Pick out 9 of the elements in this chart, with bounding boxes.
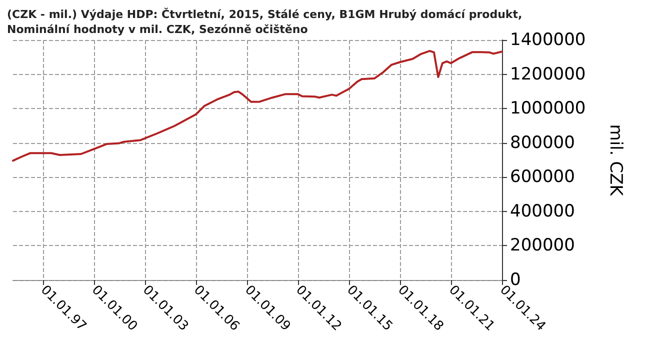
y-tick-label: 1000000 bbox=[510, 98, 586, 119]
y-tick-label: 400000 bbox=[510, 201, 575, 222]
y-tick-label: 200000 bbox=[510, 236, 575, 256]
y-tick-label: 600000 bbox=[510, 167, 575, 188]
line-series bbox=[12, 50, 503, 162]
y-axis-title: mil. CZK bbox=[606, 124, 626, 197]
y-tick-label: 0 bbox=[510, 270, 521, 290]
y-tick-label: 800000 bbox=[510, 132, 575, 153]
y-tick-label: 1200000 bbox=[510, 64, 586, 84]
